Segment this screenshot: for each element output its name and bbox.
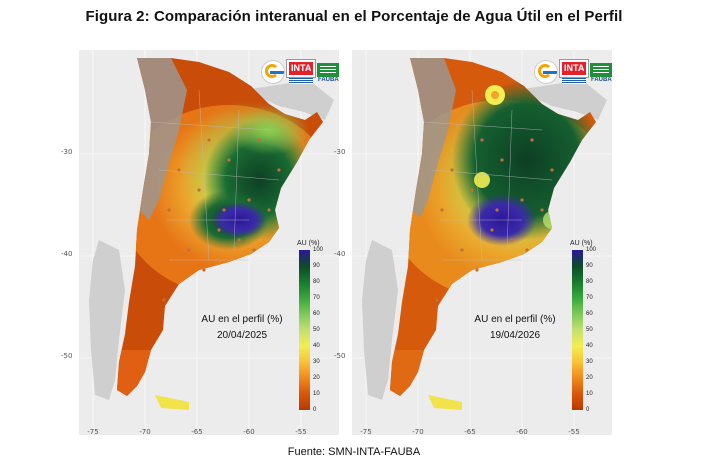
- fauba-logo-icon: [590, 63, 613, 77]
- legend-colorbar: [299, 250, 310, 410]
- legend-label-50: 50: [313, 327, 320, 333]
- legend-label-90: 90: [586, 263, 593, 269]
- legend-label-50: 50: [586, 327, 593, 333]
- province-borders: [423, 89, 553, 261]
- map-caption-text: AU en el perfil (%): [474, 314, 556, 325]
- legend-title: AU (%): [297, 240, 320, 247]
- legend-label-100: 100: [313, 247, 324, 253]
- y-tick-30: -30: [61, 148, 73, 156]
- legend-label-0: 0: [313, 407, 317, 413]
- y-tick-40: -40: [61, 250, 73, 258]
- fauba-logo-text: FAUBA: [318, 77, 339, 83]
- map-caption-text: AU en el perfil (%): [201, 314, 283, 325]
- chile-landmass: [362, 240, 398, 400]
- legend-label-70: 70: [586, 295, 593, 301]
- inta-logo: INTA: [558, 59, 590, 78]
- y-tick-50: -50: [61, 352, 73, 360]
- x-tick-70: -70: [139, 428, 151, 436]
- x-tick-75: -75: [87, 428, 99, 436]
- map-caption-2026: AU en el perfil (%) 19/04/2026: [460, 312, 570, 344]
- x-tick-60: -60: [516, 428, 528, 436]
- tierra-del-fuego: [428, 395, 462, 410]
- fauba-logo-icon: [317, 63, 340, 77]
- chile-landmass: [89, 240, 125, 400]
- map-date: 19/04/2026: [489, 330, 541, 341]
- legend-2026: AU (%) 100 90 80 70 60 50 40 30 20 10 0: [570, 240, 610, 420]
- x-tick-65: -65: [464, 428, 476, 436]
- y-tick-50: -50: [334, 352, 346, 360]
- legend-label-70: 70: [313, 295, 320, 301]
- legend-label-20: 20: [586, 375, 593, 381]
- stations-2026: [435, 138, 554, 302]
- smn-logo-icon: [534, 60, 558, 84]
- figure-source: Fuente: SMN-INTA-FAUBA: [287, 446, 421, 458]
- legend-label-80: 80: [586, 279, 593, 285]
- legend-2025: AU (%) 100 90 80 70 60 50 40 30 20 10 0: [297, 240, 337, 420]
- legend-label-10: 10: [586, 391, 593, 397]
- logos-2026: INTA FAUBA: [534, 59, 613, 84]
- province-borders: [150, 89, 280, 261]
- legend-label-80: 80: [313, 279, 320, 285]
- inta-logo: INTA: [285, 59, 317, 78]
- neighbor-landmass: [244, 80, 334, 120]
- legend-title: AU (%): [570, 240, 593, 247]
- legend-label-30: 30: [586, 359, 593, 365]
- map-2025: [79, 50, 339, 435]
- map-panel-2025: -30 -40 -50 -75 -70 -65 -60 -55 INTA FAU…: [61, 50, 340, 436]
- map-2026: [352, 50, 612, 435]
- figure-title: Figura 2: Comparación interanual en el P…: [85, 8, 623, 25]
- x-tick-75: -75: [360, 428, 372, 436]
- neighbor-landmass: [517, 80, 607, 120]
- stations-2025: [162, 138, 281, 302]
- legend-colorbar: [572, 250, 583, 410]
- y-tick-40: -40: [334, 250, 346, 258]
- legend-label-30: 30: [313, 359, 320, 365]
- x-tick-60: -60: [243, 428, 255, 436]
- legend-label-0: 0: [586, 407, 590, 413]
- legend-label-10: 10: [313, 391, 320, 397]
- legend-label-90: 90: [313, 263, 320, 269]
- smn-logo-icon: [261, 60, 285, 84]
- x-tick-55: -55: [295, 428, 307, 436]
- x-tick-70: -70: [412, 428, 424, 436]
- fauba-logo-text: FAUBA: [591, 77, 612, 83]
- legend-label-40: 40: [313, 343, 320, 349]
- legend-label-100: 100: [586, 247, 597, 253]
- x-tick-65: -65: [191, 428, 203, 436]
- y-tick-30: -30: [334, 148, 346, 156]
- map-caption-2025: AU en el perfil (%) 20/04/2025: [187, 312, 297, 344]
- map-date: 20/04/2025: [216, 330, 268, 341]
- legend-label-40: 40: [586, 343, 593, 349]
- legend-label-20: 20: [313, 375, 320, 381]
- tierra-del-fuego: [155, 395, 189, 410]
- logos-2025: INTA FAUBA: [261, 59, 340, 84]
- legend-label-60: 60: [313, 311, 320, 317]
- x-tick-55: -55: [568, 428, 580, 436]
- map-panel-2026: -30 -40 -50 -75 -70 -65 -60 -55 INTA FAU…: [334, 50, 613, 436]
- legend-label-60: 60: [586, 311, 593, 317]
